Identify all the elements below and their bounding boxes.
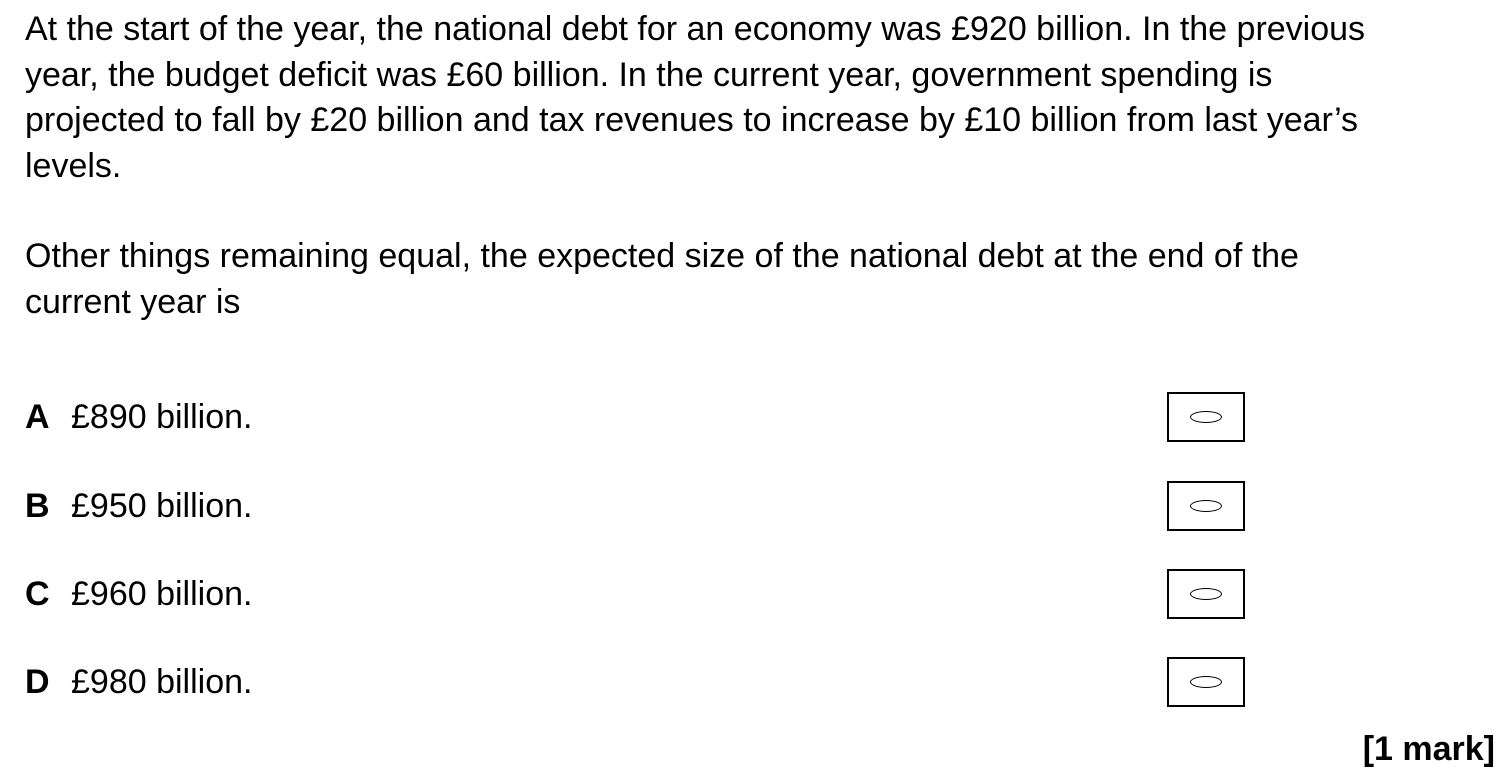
question-prompt: Other things remaining equal, the expect…	[25, 234, 1490, 325]
option-text: £890 billion.	[71, 398, 253, 436]
question-prompt-line: Other things remaining equal, the expect…	[25, 237, 1299, 275]
option-text: £960 billion.	[71, 575, 253, 613]
option-letter: D	[25, 663, 50, 701]
option-letter: C	[25, 575, 50, 613]
option-c: C £960 billion.	[25, 569, 1265, 619]
question-stem-line: At the start of the year, the national d…	[25, 10, 1366, 48]
question-prompt-line: current year is	[25, 282, 241, 321]
question-stem-line: year, the budget deficit was £60 billion…	[25, 55, 1273, 94]
answer-oval-icon	[1190, 411, 1222, 423]
answer-oval-icon	[1190, 676, 1222, 688]
answer-box-b[interactable]	[1167, 481, 1245, 531]
answer-oval-icon	[1190, 500, 1222, 512]
option-text: £950 billion.	[71, 487, 253, 525]
question-stem-line: levels.	[25, 146, 122, 185]
question-stem-line: projected to fall by £20 billion and tax…	[25, 101, 1359, 139]
option-b: B £950 billion.	[25, 481, 1265, 531]
option-letter: A	[25, 398, 50, 436]
option-d: D £980 billion.	[25, 657, 1265, 707]
option-text: £980 billion.	[71, 663, 253, 701]
answer-oval-icon	[1190, 588, 1222, 600]
marks-label: [1 mark]	[1362, 730, 1495, 768]
answer-box-a[interactable]	[1167, 392, 1245, 442]
option-letter: B	[25, 487, 50, 525]
option-a: A £890 billion.	[25, 392, 1265, 442]
question-stem: At the start of the year, the national d…	[25, 7, 1490, 189]
answer-box-d[interactable]	[1167, 657, 1245, 707]
answer-box-c[interactable]	[1167, 569, 1245, 619]
